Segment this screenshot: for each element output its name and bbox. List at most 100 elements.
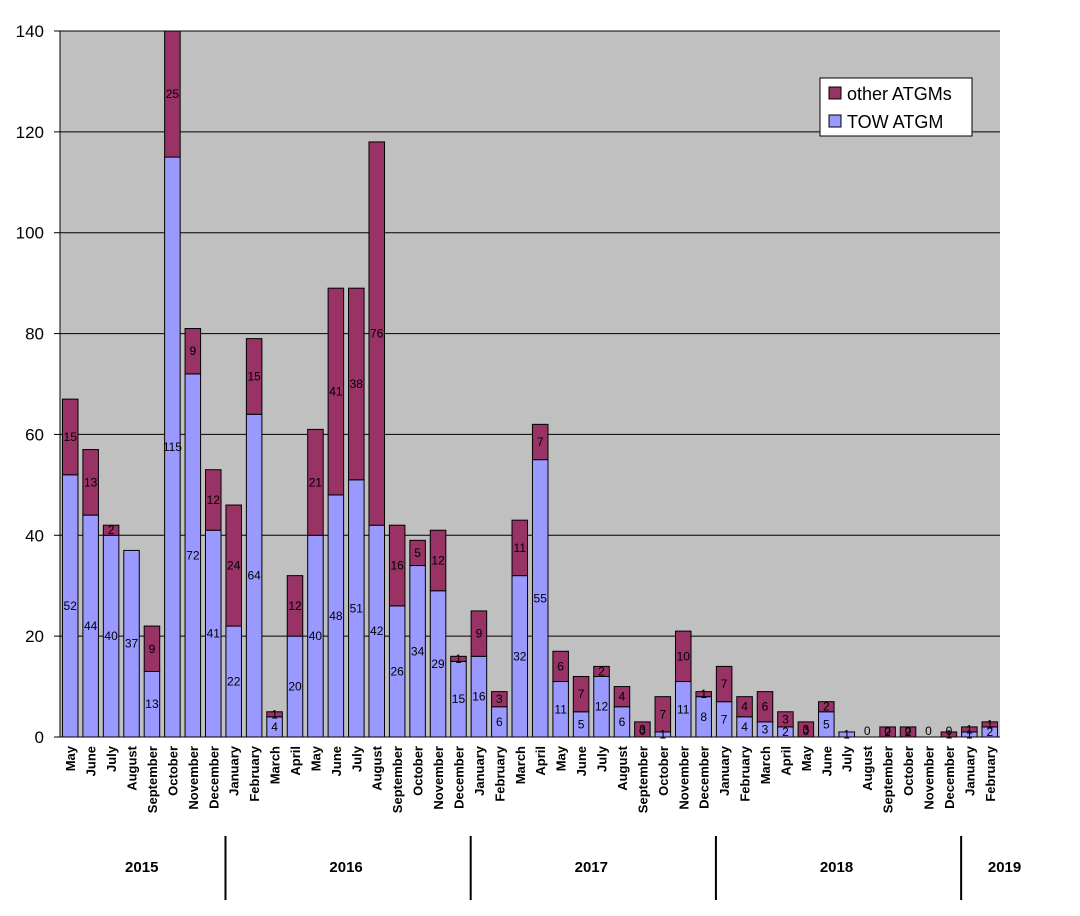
x-tick-label: February (247, 745, 262, 801)
data-label-other-atgms: 9 (476, 627, 483, 641)
x-tick-label: June (574, 746, 589, 776)
x-tick-label: May (63, 745, 78, 771)
bar-other-atgms (184, 328, 202, 375)
bar-other-atgms (327, 287, 345, 496)
data-label-tow-atgm: 72 (186, 548, 200, 562)
data-label-other-atgms: 9 (189, 344, 196, 358)
year-label: 2019 (988, 859, 1021, 876)
x-tick-label: August (860, 745, 875, 790)
bar-other-atgms (961, 726, 978, 733)
data-label-other-atgms: 7 (659, 707, 666, 721)
data-label-tow-atgm: 6 (496, 715, 503, 729)
data-label-tow-atgm: 0 (639, 724, 646, 738)
data-label-tow-atgm: 115 (163, 440, 182, 454)
data-label-tow-atgm: 0 (925, 724, 932, 738)
bar-other-atgms (531, 423, 549, 461)
x-tick-label: March (268, 746, 283, 784)
data-label-tow-atgm: 0 (884, 724, 891, 738)
data-label-tow-atgm: 4 (271, 720, 278, 734)
x-tick-label: April (778, 746, 793, 776)
x-tick-label: June (329, 746, 344, 776)
data-label-other-atgms: 3 (803, 722, 810, 736)
data-label-tow-atgm: 2 (986, 725, 993, 739)
data-label-other-atgms: 2 (884, 725, 891, 739)
x-tick-label: August (125, 745, 140, 790)
x-tick-label: July (840, 745, 855, 772)
data-label-other-atgms: 12 (207, 493, 221, 507)
data-label-other-atgms: 16 (390, 559, 404, 573)
x-tick-label: October (901, 746, 916, 796)
data-label-tow-atgm: 20 (288, 680, 302, 694)
x-tick-label: January (472, 745, 487, 796)
data-label-tow-atgm: 44 (84, 619, 98, 633)
y-tick-label: 20 (25, 627, 44, 646)
data-label-other-atgms: 6 (762, 700, 769, 714)
bar-other-atgms (348, 287, 365, 481)
bar-other-atgms (818, 701, 835, 713)
data-label-tow-atgm: 22 (227, 675, 241, 689)
x-tick-label: September (635, 746, 650, 813)
x-tick-label: May (799, 745, 814, 771)
x-tick-label: March (758, 746, 773, 784)
data-label-tow-atgm: 1 (843, 727, 850, 741)
bar-other-atgms (715, 665, 733, 703)
bar-other-atgms (634, 721, 651, 738)
x-tick-label: July (349, 745, 364, 772)
bars: 5215441340237139115257294112222464154120… (61, 30, 999, 741)
x-axis-month-labels: May June July August September October Novembe… (63, 745, 998, 813)
data-label-tow-atgm: 2 (782, 725, 789, 739)
data-label-tow-atgm: 6 (619, 715, 626, 729)
x-tick-label: October (656, 746, 671, 796)
data-label-tow-atgm: 52 (64, 599, 78, 613)
data-label-other-atgms: 21 (309, 475, 323, 489)
data-label-other-atgms: 5 (414, 546, 421, 560)
x-tick-label: September (145, 746, 160, 813)
data-label-other-atgms: 6 (557, 659, 564, 673)
x-tick-label: June (84, 746, 99, 776)
data-label-other-atgms: 15 (247, 369, 261, 383)
bar-other-atgms (797, 721, 815, 738)
data-label-other-atgms: 2 (108, 523, 115, 537)
data-label-other-atgms: 10 (677, 649, 691, 663)
data-label-tow-atgm: 51 (350, 601, 364, 615)
data-label-other-atgms: 24 (227, 559, 241, 573)
data-label-tow-atgm: 40 (104, 629, 118, 643)
bar-other-atgms (307, 428, 324, 536)
bar-other-atgms (613, 686, 631, 708)
data-label-tow-atgm: 0 (946, 724, 953, 738)
bar-other-atgms (102, 524, 120, 536)
bar-other-atgms (82, 449, 99, 516)
data-label-tow-atgm: 11 (554, 702, 567, 716)
x-tick-label: September (881, 746, 896, 813)
bar-other-atgms (736, 696, 753, 718)
x-tick-label: August (370, 745, 385, 790)
x-axis-year-labels: 2015 2016 2017 2018 2019 (125, 836, 1021, 900)
x-tick-label: January (717, 745, 732, 796)
data-label-other-atgms: 9 (149, 642, 156, 656)
x-tick-label: May (554, 745, 569, 771)
data-label-other-atgms: 2 (598, 664, 605, 678)
x-tick-label: February (492, 745, 507, 801)
data-label-tow-atgm: 26 (390, 664, 404, 678)
data-label-other-atgms: 38 (350, 377, 364, 391)
data-label-tow-atgm: 0 (803, 724, 810, 738)
bar-other-atgms (388, 524, 406, 607)
data-label-other-atgms: 1 (271, 707, 278, 721)
x-tick-label: March (513, 746, 528, 784)
bar-other-atgms (940, 731, 958, 738)
bar-other-atgms (450, 655, 467, 662)
data-label-other-atgms: 12 (288, 599, 302, 613)
data-label-tow-atgm: 7 (721, 712, 728, 726)
x-tick-label: November (431, 746, 446, 810)
bar-other-atgms (286, 575, 304, 637)
data-label-tow-atgm: 40 (309, 629, 323, 643)
data-label-other-atgms: 12 (431, 554, 445, 568)
bar-other-atgms (368, 141, 386, 526)
x-tick-label: December (206, 746, 221, 809)
y-tick-label: 100 (16, 224, 44, 243)
x-tick-label: September (390, 746, 405, 813)
bar-other-atgms (674, 630, 692, 683)
x-tick-label: October (411, 746, 426, 796)
data-label-other-atgms: 4 (619, 690, 626, 704)
